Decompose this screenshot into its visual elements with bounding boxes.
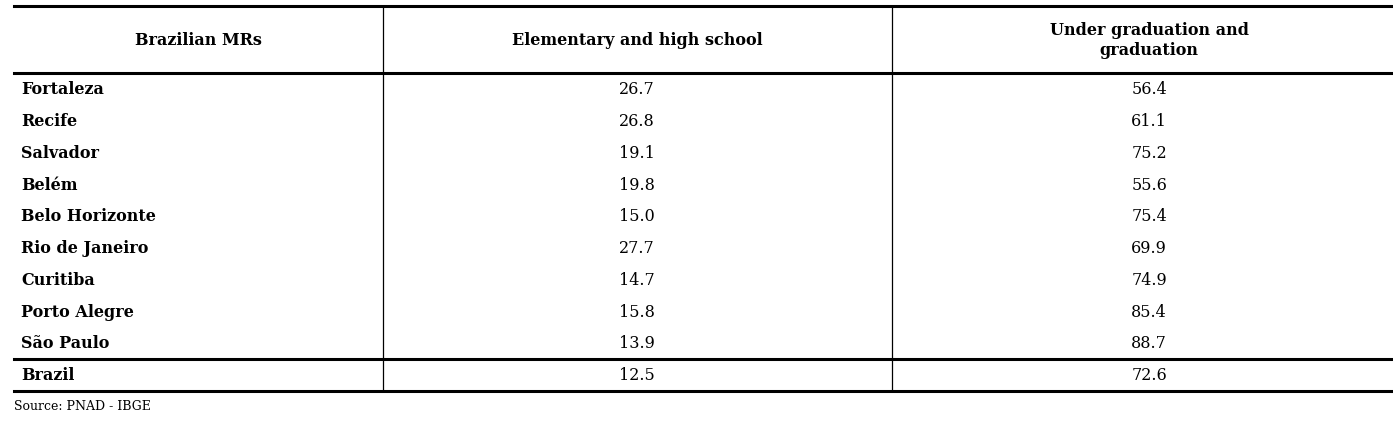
Text: Salvador: Salvador	[21, 145, 99, 161]
Text: 61.1: 61.1	[1131, 113, 1167, 130]
Text: 13.9: 13.9	[620, 335, 655, 352]
Text: 15.0: 15.0	[620, 208, 655, 225]
Text: Brazil: Brazil	[21, 366, 74, 383]
Text: Under graduation and
graduation: Under graduation and graduation	[1050, 22, 1248, 59]
Text: Elementary and high school: Elementary and high school	[513, 32, 762, 49]
Text: 75.2: 75.2	[1131, 145, 1167, 161]
Text: 14.7: 14.7	[620, 271, 655, 288]
Text: 75.4: 75.4	[1131, 208, 1167, 225]
Text: 15.8: 15.8	[620, 303, 655, 320]
Text: 69.9: 69.9	[1131, 240, 1167, 256]
Text: 55.6: 55.6	[1131, 176, 1167, 193]
Text: Rio de Janeiro: Rio de Janeiro	[21, 240, 148, 256]
Text: Brazilian MRs: Brazilian MRs	[135, 32, 262, 49]
Text: 85.4: 85.4	[1131, 303, 1167, 320]
Text: Recife: Recife	[21, 113, 77, 130]
Text: 26.8: 26.8	[620, 113, 655, 130]
Text: Belém: Belém	[21, 176, 78, 193]
Text: Source: PNAD - IBGE: Source: PNAD - IBGE	[14, 399, 150, 412]
Text: Curitiba: Curitiba	[21, 271, 95, 288]
Text: 27.7: 27.7	[620, 240, 655, 256]
Text: 74.9: 74.9	[1131, 271, 1167, 288]
Text: 12.5: 12.5	[620, 366, 655, 383]
Text: Belo Horizonte: Belo Horizonte	[21, 208, 156, 225]
Text: 19.8: 19.8	[620, 176, 655, 193]
Text: São Paulo: São Paulo	[21, 335, 109, 352]
Text: Fortaleza: Fortaleza	[21, 81, 103, 98]
Text: 72.6: 72.6	[1131, 366, 1167, 383]
Text: 26.7: 26.7	[620, 81, 655, 98]
Text: 88.7: 88.7	[1131, 335, 1167, 352]
Text: 19.1: 19.1	[620, 145, 655, 161]
Text: 56.4: 56.4	[1131, 81, 1167, 98]
Text: Porto Alegre: Porto Alegre	[21, 303, 134, 320]
